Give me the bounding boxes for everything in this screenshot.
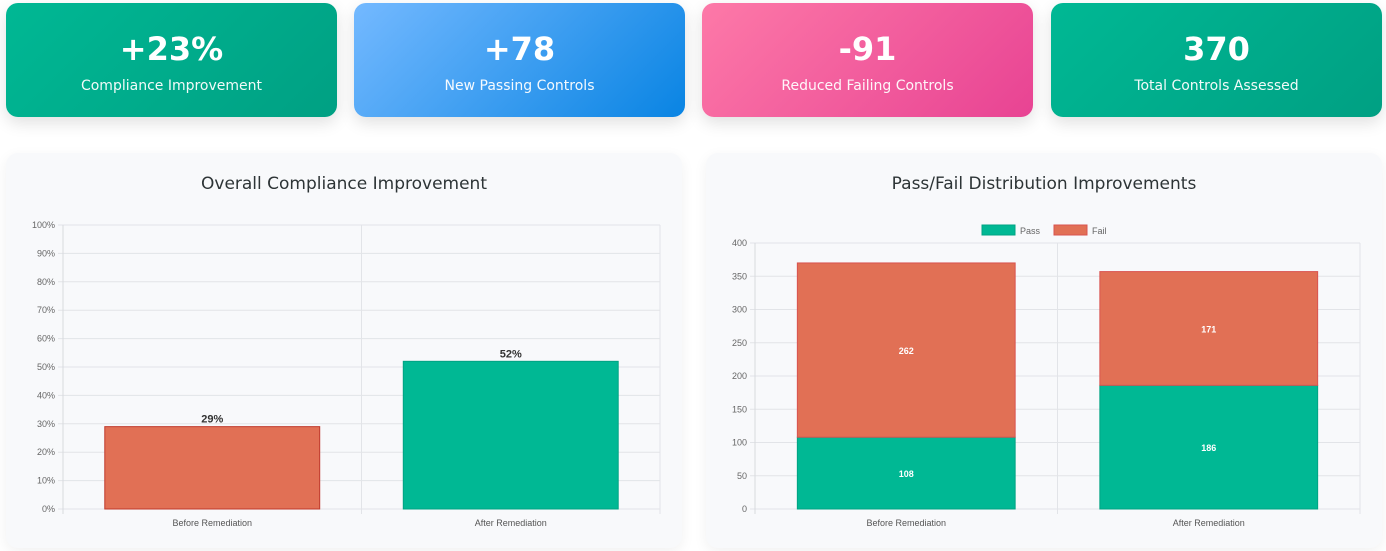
y-tick-label: 50 [737,471,747,481]
legend-label: Pass [1020,226,1041,236]
metric-label: Reduced Failing Controls [781,78,954,94]
bar-data-label: 171 [1201,324,1216,334]
distribution-chart-panel: Pass/Fail Distribution Improvements 0 50 1… [706,153,1382,548]
metric-value: -91 [838,30,897,68]
y-tick-label: 50% [37,362,55,372]
compliance-bar-chart: 0% 10% 20% 30% 40% 50% 60% 70% 80% 90% 100% Before … [32,220,661,528]
x-tick-label: Before Remediation [866,518,946,528]
y-tick-label: 350 [732,271,747,281]
chart-title: Pass/Fail Distribution Improvements [891,174,1197,194]
bar-data-label: 186 [1201,443,1216,453]
y-tick-label: 0% [42,504,55,514]
y-tick-label: 300 [732,305,747,315]
y-tick-label: 40% [37,390,55,400]
y-tick-label: 250 [732,338,747,348]
y-tick-label: 20% [37,447,55,457]
metric-label: New Passing Controls [444,78,595,94]
bar-data-label: 108 [899,469,914,479]
y-tick-label: 80% [37,277,55,287]
compliance-chart-panel: Overall Compliance Improvement 0% 10% 20% 3… [6,153,682,548]
bar-segment-fail [796,262,1016,438]
bar-segment-pass [796,436,1016,510]
bar-data-label: 52% [500,348,522,360]
x-tick-label: After Remediation [475,518,547,528]
metric-label: Compliance Improvement [80,78,263,94]
y-tick-label: 60% [37,334,55,344]
y-tick-label: 10% [37,476,55,486]
x-tick-label: Before Remediation [172,518,252,528]
legend-swatch-pass [981,224,1016,236]
bar-segment-fail [1099,271,1319,386]
bar-data-label: 29% [201,414,223,426]
metric-card-total: 370 Total Controls Assessed [1051,3,1382,117]
y-tick-label: 90% [37,248,55,258]
metric-value: +23% [119,30,224,68]
bar-data-label: 262 [899,346,914,356]
metric-value: 370 [1183,30,1250,68]
y-tick-label: 150 [732,404,747,414]
bar-segment-pass [1099,384,1319,510]
y-tick-label: 100% [32,220,55,230]
y-tick-label: 200 [732,371,747,381]
bar [402,360,619,510]
metric-card-compliance: +23% Compliance Improvement [6,3,337,117]
metric-card-reduced-failing: -91 Reduced Failing Controls [702,3,1033,117]
y-tick-label: 30% [37,419,55,429]
chart-title: Overall Compliance Improvement [201,174,487,194]
y-tick-label: 0 [742,504,747,514]
y-tick-label: 100 [732,438,747,448]
y-tick-label: 70% [37,305,55,315]
legend-swatch-fail [1053,224,1088,236]
legend-label: Fail [1092,226,1107,236]
pass-fail-stacked-chart: 0 50 100 150 200 250 300 350 400 Before Remediati… [732,224,1361,528]
metric-card-new-passing: +78 New Passing Controls [354,3,685,117]
metric-label: Total Controls Assessed [1134,78,1299,94]
y-tick-label: 400 [732,238,747,248]
bar [104,426,321,510]
x-tick-label: After Remediation [1173,518,1245,528]
metric-value: +78 [483,30,556,68]
